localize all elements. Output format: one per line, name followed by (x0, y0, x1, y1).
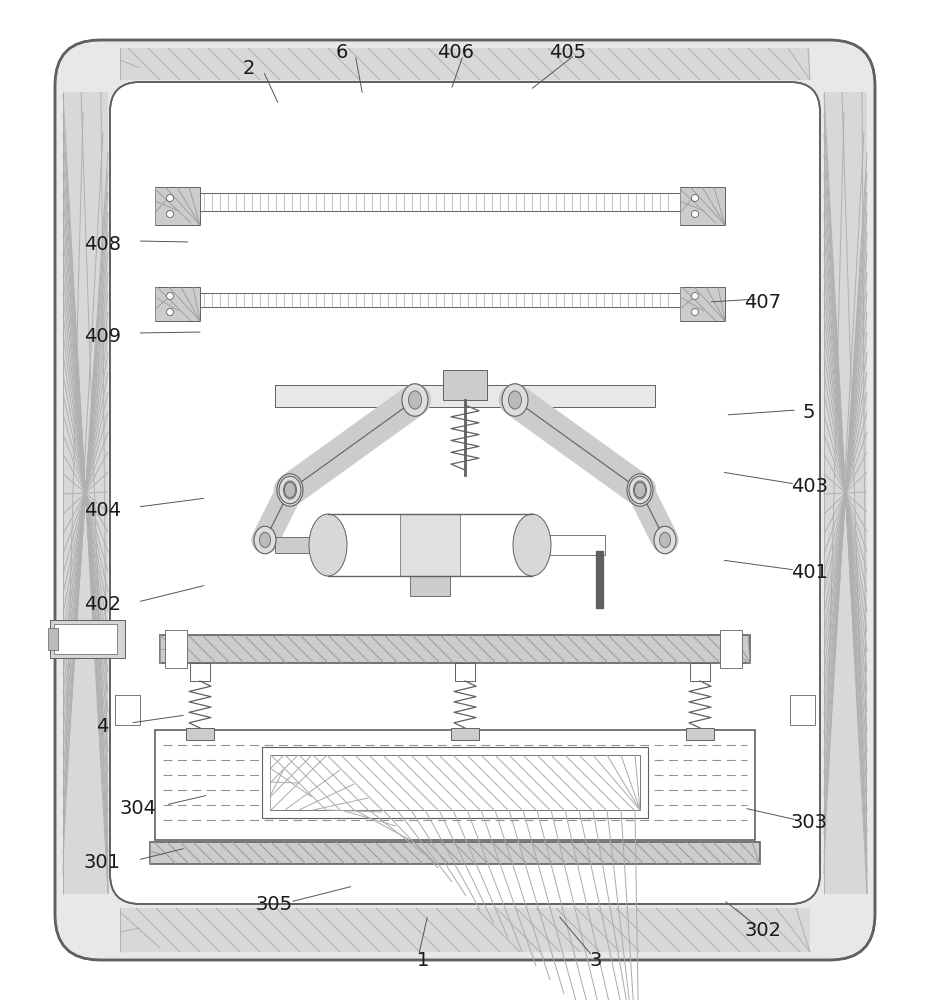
Bar (54, 624, 117, 654)
Ellipse shape (509, 391, 522, 409)
Text: 405: 405 (549, 42, 586, 62)
Bar (160, 635, 750, 663)
Ellipse shape (284, 481, 297, 499)
Text: 4: 4 (96, 716, 109, 736)
Ellipse shape (402, 384, 428, 416)
Ellipse shape (692, 211, 698, 218)
Bar (410, 576, 450, 596)
Bar (790, 695, 815, 725)
Text: 2: 2 (243, 58, 256, 78)
Bar (120, 908, 810, 952)
Bar (120, 48, 810, 80)
Ellipse shape (166, 211, 174, 218)
Text: 403: 403 (790, 478, 828, 496)
Bar (200, 193, 680, 211)
FancyBboxPatch shape (110, 82, 820, 904)
Bar (680, 287, 725, 321)
Bar (720, 630, 742, 668)
Bar (190, 663, 210, 681)
Bar (690, 663, 710, 681)
Bar (455, 663, 475, 681)
Bar (275, 537, 313, 553)
Bar (824, 92, 867, 894)
Ellipse shape (166, 292, 174, 300)
Bar (262, 747, 648, 818)
Bar (310, 514, 550, 576)
Ellipse shape (279, 476, 301, 504)
Bar (680, 287, 725, 321)
Bar (270, 755, 640, 810)
Bar (270, 755, 640, 810)
Ellipse shape (502, 384, 528, 416)
Text: 408: 408 (84, 234, 121, 253)
Text: 406: 406 (437, 42, 474, 62)
Text: 3: 3 (589, 950, 602, 970)
Ellipse shape (408, 391, 421, 409)
Ellipse shape (166, 308, 174, 316)
Bar (680, 187, 725, 225)
Bar (155, 730, 755, 840)
Bar (50, 620, 125, 658)
Bar (686, 728, 714, 740)
Bar (150, 842, 760, 864)
Ellipse shape (285, 482, 296, 498)
Text: 303: 303 (790, 812, 828, 832)
Bar (155, 287, 200, 321)
Ellipse shape (627, 474, 653, 506)
Bar (63, 92, 108, 894)
Ellipse shape (634, 482, 645, 498)
Bar (120, 48, 810, 80)
Bar (160, 635, 750, 663)
Ellipse shape (513, 514, 551, 576)
Bar (451, 728, 479, 740)
Ellipse shape (277, 474, 303, 506)
Ellipse shape (166, 194, 174, 202)
Ellipse shape (309, 514, 347, 576)
Bar (400, 514, 460, 576)
Text: 402: 402 (84, 595, 121, 614)
Text: 5: 5 (803, 403, 816, 422)
FancyBboxPatch shape (55, 40, 875, 960)
Ellipse shape (692, 194, 698, 202)
Text: 301: 301 (84, 852, 121, 871)
Bar (165, 630, 187, 668)
Bar (155, 187, 200, 225)
Text: 304: 304 (119, 798, 156, 818)
Bar (824, 92, 867, 894)
Bar (155, 287, 200, 321)
Bar (443, 370, 487, 400)
Ellipse shape (629, 476, 651, 504)
Bar (535, 535, 605, 555)
Bar (275, 385, 655, 407)
Ellipse shape (692, 292, 698, 300)
Ellipse shape (659, 532, 671, 548)
Bar (150, 842, 760, 864)
Text: 407: 407 (744, 292, 781, 312)
Bar (48, 628, 58, 650)
Ellipse shape (654, 526, 676, 554)
Text: 409: 409 (84, 326, 121, 346)
Bar (200, 293, 680, 307)
Ellipse shape (254, 526, 276, 554)
Text: 1: 1 (417, 950, 430, 970)
Ellipse shape (692, 308, 698, 316)
Bar (270, 755, 640, 810)
Bar (680, 187, 725, 225)
Text: 404: 404 (84, 500, 121, 520)
Ellipse shape (633, 481, 646, 499)
Bar (155, 187, 200, 225)
Ellipse shape (259, 532, 271, 548)
Bar (120, 908, 810, 952)
Text: 6: 6 (336, 42, 349, 62)
Text: 305: 305 (256, 896, 293, 914)
Text: 401: 401 (790, 562, 828, 582)
Bar (186, 728, 214, 740)
Bar (63, 92, 108, 894)
Bar (115, 695, 140, 725)
Text: 302: 302 (744, 920, 781, 940)
